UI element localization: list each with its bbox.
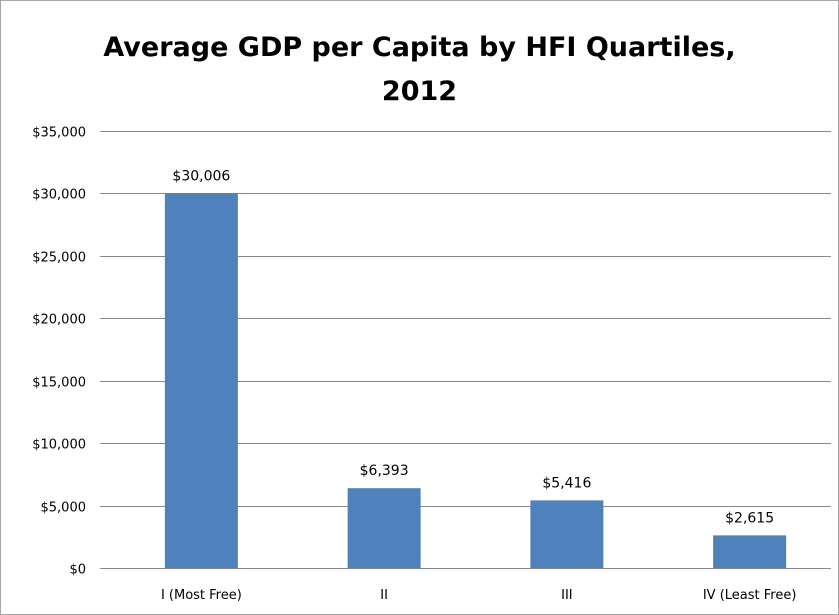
x-tick-label: I (Most Free): [161, 588, 242, 603]
chart-title-line-2: 2012: [381, 76, 458, 107]
y-tick-label: $25,000: [32, 251, 86, 266]
chart-title-line-1: Average GDP per Capita by HFI Quartiles,: [103, 32, 736, 63]
data-label: $30,006: [172, 168, 230, 184]
x-tick-label: II: [380, 588, 388, 603]
data-label: $6,393: [360, 463, 409, 479]
y-tick-label: $5,000: [41, 501, 87, 516]
y-tick-label: $20,000: [32, 313, 86, 328]
bars: [164, 193, 787, 569]
y-tick-label: $15,000: [32, 376, 86, 391]
y-axis: $0 $5,000 $10,000 $15,000 $20,000 $25,000 $30,…: [32, 126, 86, 578]
bar: [164, 193, 238, 569]
data-label: $2,615: [725, 510, 774, 526]
bar: [347, 488, 421, 568]
x-tick-label: IV (Least Free): [703, 588, 797, 603]
data-labels: $30,006 $6,393 $5,416 $2,615: [172, 168, 774, 526]
y-tick-label: $35,000: [32, 126, 86, 141]
y-tick-label: $10,000: [32, 438, 86, 453]
y-tick-label: $30,000: [32, 188, 86, 203]
y-tick-label: $0: [69, 563, 86, 578]
x-axis: I (Most Free) II III IV (Least Free): [161, 588, 796, 603]
data-label: $5,416: [542, 475, 591, 491]
bar: [530, 500, 604, 568]
x-tick-label: III: [561, 588, 573, 603]
bar: [713, 535, 787, 568]
chart-title: Average GDP per Capita by HFI Quartiles,…: [0, 26, 839, 114]
